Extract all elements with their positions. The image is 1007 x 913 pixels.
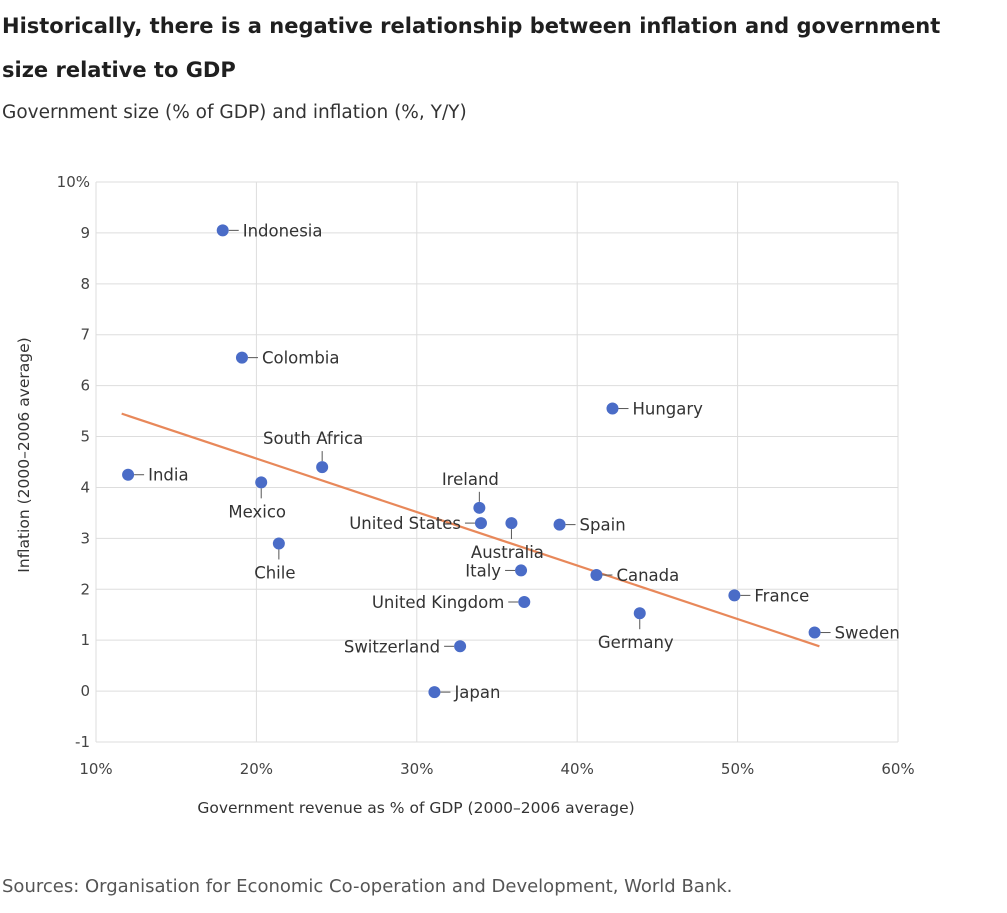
trendline	[121, 412, 820, 648]
point-label: Australia	[471, 543, 544, 562]
y-tick-label: -1	[75, 733, 90, 751]
point-label: India	[148, 466, 189, 485]
x-tick-label: 30%	[400, 760, 433, 778]
y-tick-label: 4	[80, 478, 90, 496]
data-point-group: South Africa	[263, 429, 363, 474]
data-point-group: Italy	[465, 561, 528, 580]
source-note: Sources: Organisation for Economic Co-op…	[2, 876, 733, 897]
y-axis-label: Inflation (2000–2006 average)	[15, 337, 33, 572]
x-tick-label: 40%	[561, 760, 594, 778]
scatter-point	[606, 402, 619, 415]
point-label: Mexico	[228, 502, 286, 521]
point-label: Spain	[580, 516, 626, 535]
scatter-point	[474, 517, 487, 530]
scatter-point	[428, 686, 441, 699]
y-tick-label: 1	[80, 631, 90, 649]
point-label: Canada	[616, 566, 679, 585]
grid-lines	[95, 181, 899, 743]
scatter-point	[505, 517, 518, 530]
x-axis-label: Government revenue as % of GDP (2000–200…	[197, 799, 634, 817]
scatter-point	[515, 564, 528, 577]
x-tick-label: 50%	[721, 760, 754, 778]
y-tick-label: 5	[80, 428, 90, 446]
point-label: United States	[349, 514, 461, 533]
scatter-point	[272, 537, 285, 550]
data-point-group: Hungary	[606, 400, 703, 419]
y-tick-label: 9	[80, 224, 90, 242]
point-label: South Africa	[263, 429, 363, 448]
data-point-group: United States	[349, 514, 487, 533]
scatter-point	[808, 626, 821, 639]
scatter-point	[590, 569, 603, 582]
scatter-point	[235, 351, 248, 364]
scatter-point	[633, 607, 646, 620]
scatter-point	[553, 518, 566, 531]
scatter-point	[122, 468, 135, 481]
data-point-group: India	[122, 466, 189, 485]
trendline-group	[121, 412, 820, 648]
point-label: Ireland	[442, 470, 499, 489]
data-point-group: Indonesia	[216, 221, 323, 240]
point-label: Hungary	[632, 400, 703, 419]
y-tick-label: 0	[80, 682, 90, 700]
point-label: Switzerland	[344, 637, 440, 656]
point-label: Colombia	[262, 349, 340, 368]
data-point-group: France	[728, 586, 809, 605]
point-label: France	[754, 586, 809, 605]
data-point-group: Chile	[254, 537, 296, 582]
data-point-group: Japan	[428, 683, 500, 702]
point-label: Sweden	[835, 624, 900, 643]
scatter-point	[316, 461, 329, 474]
data-point-group: Colombia	[235, 349, 340, 368]
data-point-group: Mexico	[228, 476, 286, 521]
scatter-point	[255, 476, 268, 489]
scatter-point	[728, 589, 741, 602]
y-tick-label: 6	[80, 377, 90, 395]
scatter-point	[454, 640, 467, 653]
y-tick-label: 7	[80, 326, 90, 344]
y-tick-label: 3	[80, 529, 90, 547]
data-point-group: Spain	[553, 516, 626, 535]
data-point-group: Canada	[590, 566, 679, 585]
point-label: Indonesia	[243, 221, 323, 240]
data-point-group: Switzerland	[344, 637, 467, 656]
axis-ticks: 10% 9 8 7 6 5 4 3 2 1 0 -1 10% 20% 30% 40% 50% 60%	[57, 173, 915, 778]
point-label: United Kingdom	[372, 593, 504, 612]
y-tick-label: 8	[80, 275, 90, 293]
data-point-group: Sweden	[808, 624, 900, 643]
x-tick-label: 60%	[881, 760, 914, 778]
point-label: Germany	[598, 633, 674, 652]
point-label: Chile	[254, 563, 295, 582]
y-tick-label: 10%	[57, 173, 90, 191]
chart-title: Historically, there is a negative relati…	[2, 14, 941, 82]
x-tick-label: 20%	[240, 760, 273, 778]
point-label: Japan	[453, 683, 500, 702]
chart-subtitle: Government size (% of GDP) and inflation…	[2, 102, 467, 123]
data-point-group: Australia	[471, 517, 544, 562]
data-point-group: Ireland	[442, 470, 499, 514]
scatter-point	[518, 596, 531, 608]
scatter-point	[473, 501, 486, 514]
point-label: Italy	[465, 561, 501, 580]
x-tick-label: 10%	[79, 760, 112, 778]
data-point-group: United Kingdom	[372, 593, 531, 612]
data-points: Indonesia Colombia India Mexico Chile South A…	[122, 221, 900, 702]
scatter-point	[216, 224, 229, 237]
y-tick-label: 2	[80, 580, 90, 598]
data-point-group: Germany	[598, 607, 674, 652]
